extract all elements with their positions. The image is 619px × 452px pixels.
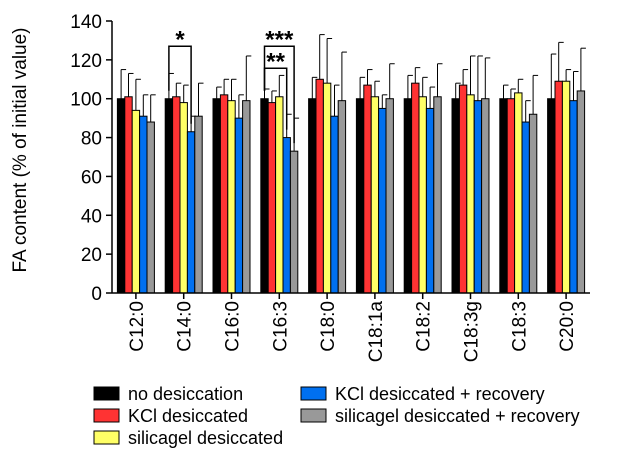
bar <box>411 82 420 294</box>
bar <box>234 117 244 294</box>
bar <box>363 84 372 294</box>
significance-annotations: * ***** <box>168 26 295 144</box>
legend-swatch <box>300 386 327 401</box>
bar <box>528 113 538 294</box>
bar <box>576 90 586 294</box>
bar <box>186 131 196 294</box>
bar <box>330 115 339 294</box>
legend-label: KCl desiccated + recovery <box>335 384 545 404</box>
bar <box>569 100 578 294</box>
bar <box>219 94 229 294</box>
bar <box>554 80 563 294</box>
bar <box>403 98 413 294</box>
bar <box>242 100 251 294</box>
bar <box>282 137 291 294</box>
significance-bracket <box>168 45 192 124</box>
legend-label: silicagel desiccated + recovery <box>335 406 580 426</box>
bar <box>179 102 188 294</box>
x-tick-label: C18:1a <box>366 301 387 363</box>
bar <box>337 100 347 294</box>
bar <box>131 109 141 294</box>
bar <box>267 102 277 294</box>
y-tick-label: 140 <box>70 12 102 33</box>
legend-label: silicagel desiccated <box>128 428 283 448</box>
bar <box>172 96 181 294</box>
y-tick-label: 120 <box>70 51 102 72</box>
bar <box>514 92 523 294</box>
plot-area <box>116 34 586 294</box>
bar <box>521 121 530 294</box>
bar <box>473 100 483 294</box>
bar <box>164 98 174 294</box>
x-tick-label: C18:3g <box>462 301 483 362</box>
bar <box>260 98 269 294</box>
x-tick-label: C16:3 <box>270 301 291 352</box>
bar <box>116 98 126 294</box>
x-tick-label: C18:2 <box>414 301 435 352</box>
x-tick-label: C20:0 <box>557 301 578 352</box>
significance-bracket <box>263 67 288 130</box>
bar <box>506 98 516 294</box>
legend-swatch <box>93 408 120 423</box>
x-axis: C12:0 C14:0 C16:0 C16:3 C18:0 C18:1a C18:2 C18:… <box>112 292 590 363</box>
legend-swatch <box>93 430 120 445</box>
bar <box>124 96 133 294</box>
bar <box>275 96 284 294</box>
y-axis-label: FA content (% of initial value) <box>10 27 31 272</box>
significance-marker: ** <box>266 48 285 75</box>
x-tick-label: C16:0 <box>223 301 244 352</box>
y-tick-label: 0 <box>91 284 102 305</box>
bar <box>458 84 468 294</box>
bar <box>227 100 236 294</box>
bar <box>433 96 442 294</box>
bar <box>146 121 155 294</box>
significance-marker: *** <box>265 26 294 53</box>
bar <box>499 98 508 294</box>
bar <box>451 98 460 294</box>
legend-label: no desiccation <box>128 384 243 404</box>
y-tick-label: 80 <box>81 129 102 150</box>
y-tick-label: 20 <box>81 245 102 266</box>
bar <box>315 78 324 294</box>
x-tick-label: C12:0 <box>127 301 148 352</box>
legend-label: KCl desiccated <box>128 406 248 426</box>
bar <box>370 96 380 294</box>
bar <box>378 107 387 294</box>
bar <box>322 82 332 294</box>
legend-swatch <box>300 408 327 423</box>
legend-swatch <box>93 386 120 401</box>
bar <box>212 98 221 294</box>
y-tick-label: 40 <box>81 206 102 227</box>
x-tick-label: C18:3 <box>509 301 530 352</box>
bar <box>547 98 556 294</box>
bar <box>466 94 475 294</box>
bar <box>289 150 299 294</box>
bar <box>418 96 427 294</box>
bar <box>194 115 203 294</box>
bar <box>425 107 435 294</box>
bar <box>385 98 394 294</box>
bar <box>561 80 571 294</box>
y-tick-label: 60 <box>81 167 102 188</box>
bar <box>308 98 317 294</box>
y-axis: 0 20 40 60 80 100 120 140 <box>70 12 113 305</box>
bar <box>481 98 490 294</box>
bar <box>139 115 148 294</box>
x-tick-label: C18:0 <box>318 301 339 352</box>
bar <box>355 98 365 294</box>
y-tick-label: 100 <box>70 90 102 111</box>
significance-marker: * <box>175 26 185 53</box>
x-tick-label: C14:0 <box>175 301 196 352</box>
